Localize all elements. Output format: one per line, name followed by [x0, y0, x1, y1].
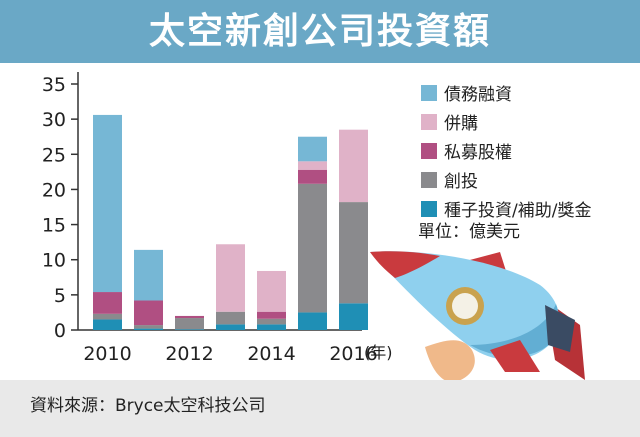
x-tick-label: 2014: [247, 343, 295, 365]
rocket-tail: [545, 305, 575, 352]
bar-segment: [216, 244, 245, 312]
legend-swatch: [421, 114, 437, 130]
legend-label: 債務融資: [444, 85, 512, 105]
y-tick-label: 0: [54, 320, 66, 342]
legend-label: 併購: [444, 114, 478, 134]
legend-swatch: [421, 85, 437, 101]
bar-segment: [257, 324, 286, 330]
bar-segment: [216, 311, 245, 325]
bar-segment: [339, 129, 368, 203]
bar-segment: [93, 114, 122, 293]
bar-segment: [175, 318, 204, 330]
x-ticks: 2010 2012 2014 2016: [83, 343, 377, 365]
bar-segment: [257, 270, 286, 312]
x-axis-suffix: (年): [364, 343, 393, 362]
x-tick-label: 2012: [165, 343, 213, 365]
source-note: 資料來源：Bryce太空科技公司: [30, 396, 266, 416]
chart-title: 太空新創公司投資額: [148, 11, 491, 52]
bar-segment: [257, 311, 286, 319]
bar-segment: [134, 249, 163, 301]
bar-segment: [298, 312, 327, 330]
y-tick-label: 25: [42, 144, 66, 166]
legend-swatch: [421, 201, 437, 217]
bar-segment: [134, 325, 163, 329]
legend-label: 創投: [444, 172, 478, 192]
bar-segment: [298, 161, 327, 170]
bar-segment: [93, 313, 122, 320]
bar-segment: [134, 328, 163, 330]
bar-segment: [175, 329, 204, 330]
rocket-nose: [370, 251, 440, 278]
bar-segment: [134, 300, 163, 326]
y-tick-label: 10: [42, 250, 66, 272]
rocket-window-glass: [452, 293, 478, 319]
y-tick-label: 20: [42, 179, 66, 201]
title-bar: [0, 0, 640, 63]
y-tick-label: 35: [42, 74, 66, 96]
bar-segment: [298, 183, 327, 313]
bar-segment: [257, 318, 286, 325]
legend-swatch: [421, 172, 437, 188]
bar-segment: [93, 292, 122, 314]
rocket-body-shade: [470, 304, 559, 357]
legend-label: 種子投資/補助/獎金: [444, 201, 591, 221]
bar-segment: [175, 315, 204, 319]
y-tick-label: 5: [54, 285, 66, 307]
y-ticks: 0 5 10 15 20 25 30 35: [42, 74, 78, 342]
y-tick-label: 15: [42, 215, 66, 237]
legend-label: 私募股權: [444, 143, 512, 163]
bar-segment: [298, 136, 327, 162]
legend-swatch: [421, 143, 437, 159]
bar-segment: [339, 202, 368, 304]
rocket-fin-center: [490, 340, 540, 372]
bar-segment: [339, 303, 368, 330]
x-tick-label: 2010: [83, 343, 131, 365]
x-tick-label: 2016: [329, 343, 377, 365]
source-bar: [0, 380, 640, 437]
stacked-bar-chart: 0 5 10 15 20 25 30 35 2010 2012 2014 2016 (年) 債務融資…: [42, 72, 591, 380]
bar-segment: [216, 324, 245, 330]
bars: [93, 114, 368, 330]
y-tick-label: 30: [42, 109, 66, 131]
bar-segment: [93, 319, 122, 330]
rocket-illustration: [370, 251, 585, 380]
rocket-flame: [425, 340, 475, 380]
unit-note: 單位：億美元: [418, 222, 520, 242]
bar-segment: [298, 169, 327, 184]
